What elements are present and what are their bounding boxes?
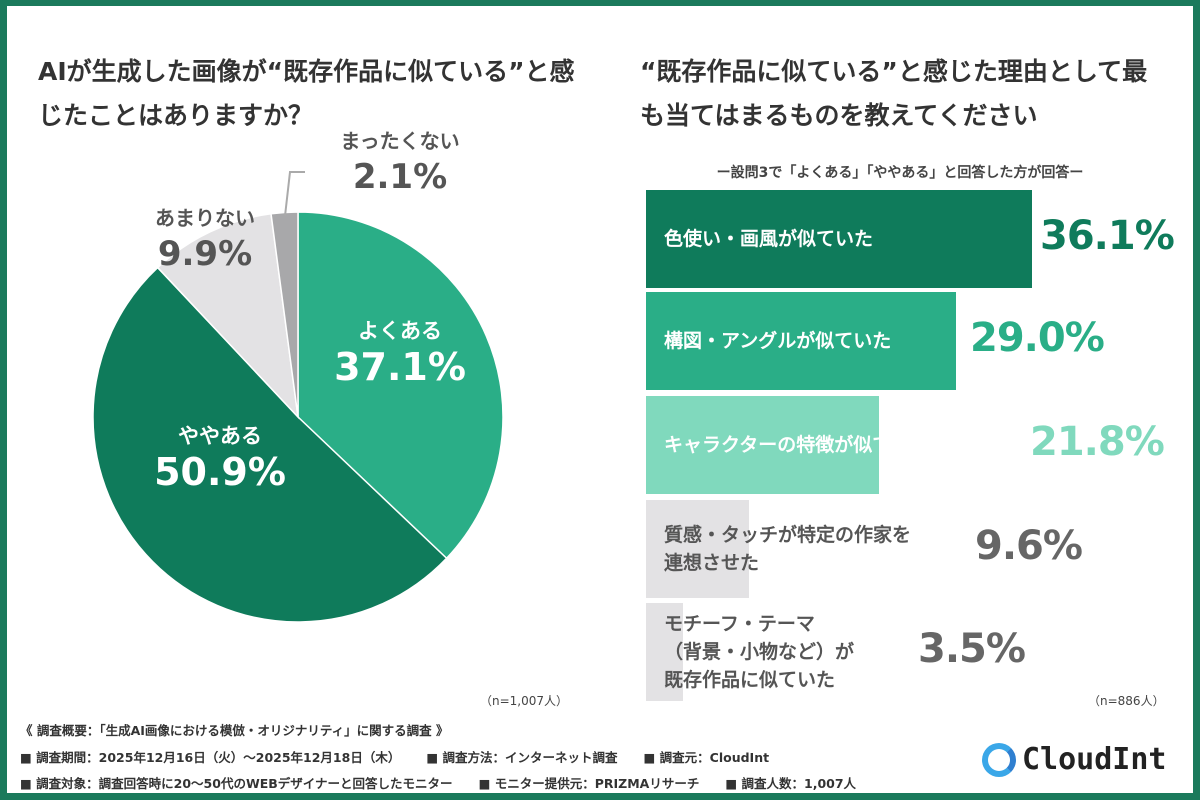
bar-title: “既存作品に似ている”と感じた理由として最も当てはまるものを教えてください [640,57,1148,130]
pie-label-value: 37.1% [334,345,466,389]
pie-label-name: あまりない [155,206,255,230]
pie-slice-0 [297,211,504,560]
pie-label-1: ややある 50.9% [130,422,310,494]
leader-line [284,171,305,217]
bar-value-1: 29.0% [970,315,1105,361]
pie-label-2: あまりない 9.9% [115,204,295,276]
footer-target: ■ 調査対象：調査回答時に20〜50代のWEBデザイナーと回答したモニター [20,776,453,791]
pie-label-value: 50.9% [154,450,286,494]
bar-1 [646,292,957,390]
footer-line2: ■ 調査期間：2025年12月16日（火）〜2025年12月18日（木） ■ 調査… [20,747,795,766]
bar-2 [646,396,880,494]
pie-slice-2 [156,212,300,420]
bar-value-0: 36.1% [1040,213,1175,259]
pie-label-name: ややある [178,424,262,448]
pie-label-value: 2.1% [352,157,448,197]
bar-value-2: 21.8% [1030,419,1165,465]
logo-text: CloudInt [1022,742,1167,777]
cloudint-logo: CloudInt [982,742,1167,777]
bar-value-3: 9.6% [975,523,1083,569]
pie-title: AIが生成した画像が“既存作品に似ている”と感じたことはありますか？ [38,57,575,130]
footer-period: ■ 調査期間：2025年12月16日（火）〜2025年12月18日（木） [20,750,401,765]
bar-3 [646,500,749,598]
bar-label-2: キャラクターの特徴が似ていた [664,434,930,456]
bar-4 [646,603,684,701]
pie-label-3: まったくない 2.1% [310,127,490,199]
pie-label-name: よくある [358,319,442,343]
bar-label-4: モチーフ・テーマ （背景・小物など）が 既存作品に似ていた [664,613,855,691]
footer-overview: 《 調査概要：「生成AI画像における模倣・オリジナリティ」に関する調査 》 [20,723,449,738]
pie-n: （n=1,007人） [480,694,569,708]
footer-provider: ■ モニター提供元：PRIZMAリサーチ [478,776,700,791]
bar-subtitle: ー設問3で「よくある」「ややある」と回答した方が回答ー [716,165,1084,181]
pie-chart [92,171,504,623]
bar-label-0: 色使い・画風が似ていた [664,228,874,250]
logo-ring-icon [982,742,1016,777]
bar-n: （n=886人） [1088,694,1165,708]
pie-label-value: 9.9% [157,234,253,274]
pie-label-0: よくある 37.1% [310,317,490,389]
pie-label-name: まったくない [340,129,460,153]
bar-0 [646,190,1033,288]
footer-line3: ■ 調査対象：調査回答時に20〜50代のWEBデザイナーと回答したモニター ■ モ… [20,773,882,792]
bar-label-1: 構図・アングルが似ていた [664,330,892,352]
footer-source: ■ 調査元：CloudInt [643,750,770,765]
bar-value-4: 3.5% [918,626,1026,672]
footer-count: ■ 調査人数：1,007人 [725,776,857,791]
bar-label-3: 質感・タッチが特定の作家を 連想させた [664,524,912,574]
footer-method: ■ 調査方法：インターネット調査 [426,750,618,765]
pie-slice-1 [92,266,448,623]
